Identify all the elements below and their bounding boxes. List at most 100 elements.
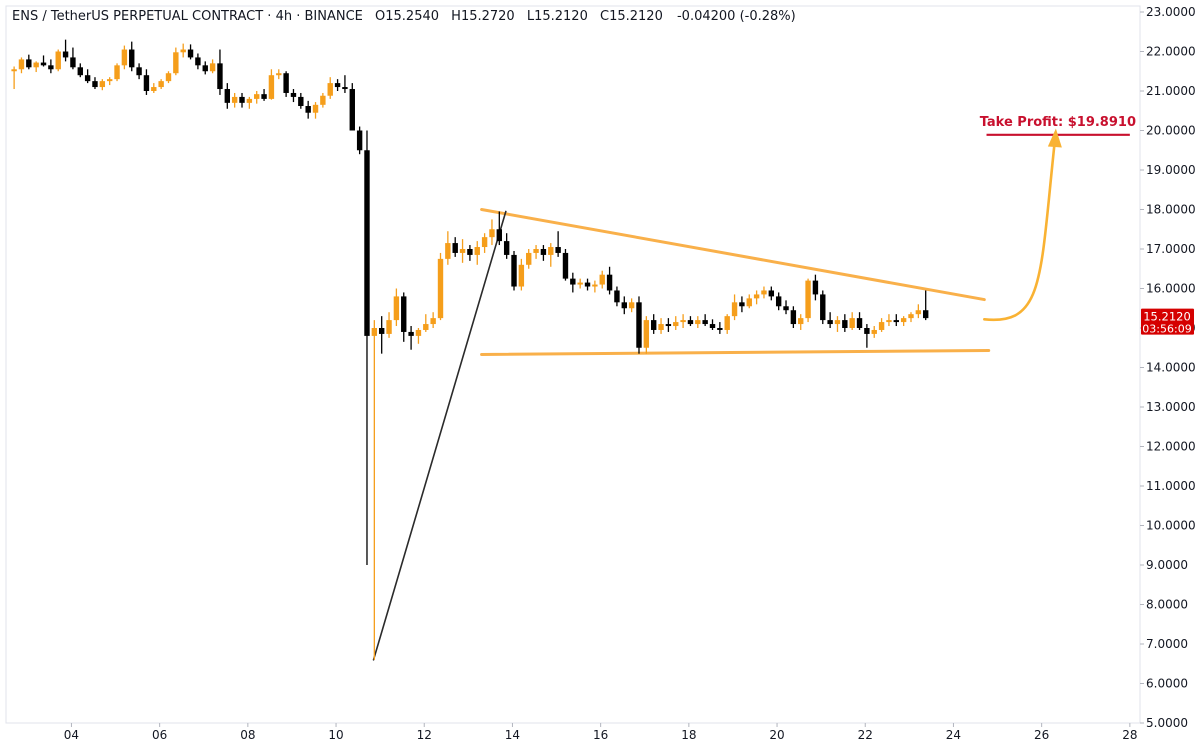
plot-frame (5, 5, 1141, 724)
candle-up (915, 304, 922, 319)
candle-up (746, 294, 752, 309)
candle-body (856, 318, 863, 328)
candle-body (548, 247, 554, 255)
candle-body (452, 243, 458, 253)
candle-body (555, 247, 561, 253)
price-badge-bg (1141, 308, 1194, 335)
candle-body (775, 296, 782, 307)
open-label: O (375, 9, 386, 24)
candle-down (342, 75, 348, 93)
candle-down (827, 312, 833, 328)
candle-up (231, 92, 238, 108)
candle-body (415, 329, 422, 336)
candle-body (621, 302, 627, 309)
candle-body (62, 51, 69, 58)
candle-body (518, 264, 525, 287)
candle-body (768, 290, 775, 297)
x-tick-label: 20 (769, 728, 784, 742)
candle-up (437, 252, 444, 321)
candle-body (254, 94, 260, 99)
y-tick-label: 5.0000 (1146, 716, 1188, 730)
candle-body (298, 96, 304, 107)
candle-down (408, 326, 414, 350)
candle-down (70, 47, 76, 70)
candle-down (584, 278, 591, 291)
candle-body (680, 320, 686, 323)
candle-body (886, 320, 892, 323)
candle-up (548, 243, 554, 267)
candle-body (922, 310, 929, 319)
drawings (372, 208, 991, 661)
candle-body (724, 316, 730, 330)
candle-down (290, 89, 297, 103)
candle-down (48, 59, 54, 74)
candle-down (364, 130, 370, 565)
candle-down (217, 49, 223, 95)
candle-down (614, 286, 620, 307)
candle-up (533, 245, 539, 259)
candle-body (430, 318, 436, 325)
candle-body (827, 320, 833, 325)
candle-down (636, 296, 642, 354)
candle-up (371, 320, 378, 660)
candle-up (731, 294, 738, 321)
candle-down (378, 316, 385, 354)
candle-body (48, 65, 54, 70)
candle-up (18, 57, 25, 74)
candle-body (312, 104, 319, 113)
candle-body (106, 79, 113, 82)
last-price-text: 15.2120 (1143, 310, 1191, 324)
candle-body (129, 49, 135, 68)
candle-body (790, 310, 797, 325)
candle-body (84, 75, 91, 82)
candle-up (798, 314, 804, 330)
projection-arrowhead (1047, 128, 1062, 148)
candle-down (283, 71, 289, 97)
candle-down (856, 312, 863, 330)
candle-body (628, 302, 635, 309)
candle-up (180, 43, 186, 58)
low-value: 15.2120 (534, 9, 588, 24)
candle-down (77, 63, 83, 78)
candle-body (283, 73, 289, 93)
candle-down (92, 77, 98, 90)
candle-body (99, 81, 106, 88)
candle-body (334, 83, 341, 88)
candle-body (731, 302, 738, 317)
candle-up (628, 298, 635, 313)
candle-body (577, 282, 583, 285)
candle-down (922, 290, 929, 321)
candle-down (452, 237, 458, 257)
candle-body (871, 329, 877, 334)
y-tick-label: 17.0000 (1146, 242, 1196, 256)
candle-down (702, 314, 708, 327)
candle-up (423, 314, 429, 332)
axes: 5.0000 6.0000 7.0000 8.0000 9.0000 10.0000 11.… (5, 5, 1196, 742)
projection-arrow (983, 139, 1057, 322)
candle-up (312, 102, 319, 119)
x-tick-label: 04 (64, 728, 79, 742)
candle-up (268, 69, 275, 100)
candle-up (276, 69, 282, 80)
candle-up (445, 231, 451, 265)
candle-down (401, 292, 407, 342)
x-tick-label: 08 (240, 728, 255, 742)
candle-up (254, 91, 260, 104)
candle-body (393, 296, 400, 321)
candle-up (871, 326, 877, 338)
symbol-title: ENS / TetherUS PERPETUAL CONTRACT · 4h ·… (12, 9, 363, 24)
candle-body (878, 322, 885, 330)
candle-up (11, 66, 17, 90)
candle-body (327, 83, 333, 96)
candle-body (408, 331, 414, 336)
candle-body (55, 51, 61, 70)
candle-body (26, 59, 32, 68)
candle-down (820, 290, 826, 325)
candle-down (783, 300, 789, 315)
candle-up (489, 219, 495, 246)
candle-up (900, 316, 907, 327)
candle-body (695, 320, 701, 325)
candle-up (526, 249, 532, 269)
